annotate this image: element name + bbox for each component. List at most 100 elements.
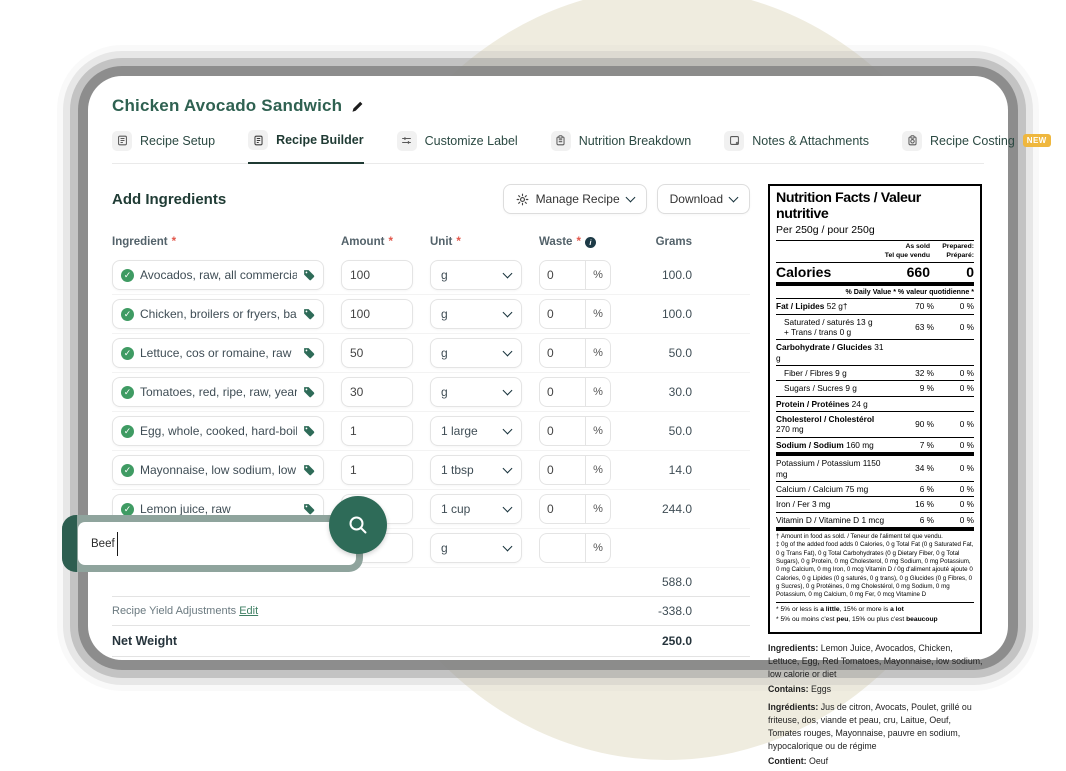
- waste-input[interactable]: [539, 494, 586, 524]
- search-button[interactable]: [329, 496, 387, 554]
- search-icon: [349, 516, 367, 534]
- amount-input[interactable]: [341, 299, 413, 329]
- vitamin-d-row: Vitamin D / Vitamine D 1 mcg 6 % 0 %: [776, 511, 974, 527]
- yield-value: -338.0: [657, 604, 692, 618]
- check-icon: ✓: [121, 463, 134, 477]
- unit-select[interactable]: g: [430, 377, 522, 407]
- ingredient-select[interactable]: ✓ Avocados, raw, all commercial v...: [112, 260, 324, 290]
- waste-input[interactable]: [539, 533, 586, 563]
- totals-section: 588.0 Recipe Yield Adjustments Edit -338…: [112, 568, 750, 657]
- waste-input[interactable]: [539, 260, 586, 290]
- check-icon: ✓: [121, 502, 134, 516]
- notes-attachments-icon: [724, 130, 745, 151]
- tab-bar: Recipe Setup Recipe Builder Customize La…: [112, 130, 1051, 164]
- label-serving: Per 250g / pour 250g: [776, 224, 974, 242]
- unit-select[interactable]: g: [430, 533, 522, 563]
- yield-label: Recipe Yield Adjustments: [112, 605, 237, 617]
- label-footnotes: † Amount in food as sold. / Teneur de l'…: [776, 526, 974, 602]
- net-weight-value: 250.0: [661, 634, 692, 648]
- unit-select[interactable]: g: [430, 299, 522, 329]
- waste-input[interactable]: [539, 377, 586, 407]
- waste-input[interactable]: [539, 416, 586, 446]
- amount-input[interactable]: [341, 260, 413, 290]
- tag-icon[interactable]: [303, 503, 315, 515]
- check-icon: ✓: [121, 424, 134, 438]
- amount-input[interactable]: [341, 338, 413, 368]
- sodium-row: Sodium / Sodium 160 mg 7 % 0 %: [776, 436, 974, 452]
- ingredient-row: ✓ Mayonnaise, low sodium, low ca... 1 tb…: [112, 451, 750, 490]
- ingredient-select[interactable]: ✓ Egg, whole, cooked, hard-boiled: [112, 416, 324, 446]
- tab-recipe-builder[interactable]: Recipe Builder: [248, 130, 364, 164]
- check-icon: ✓: [121, 268, 134, 282]
- check-icon: ✓: [121, 307, 134, 321]
- chevron-down-icon: [502, 346, 513, 357]
- total-grams-value: 588.0: [661, 575, 692, 589]
- search-input[interactable]: Beef: [78, 522, 356, 565]
- edit-yield-link[interactable]: Edit: [239, 605, 259, 617]
- percent-suffix: %: [586, 260, 611, 290]
- ingredient-row: ✓ Tomatoes, red, ripe, raw, year ro... g…: [112, 373, 750, 412]
- amount-input[interactable]: [341, 377, 413, 407]
- calories-row: Calories 660 0: [776, 264, 974, 281]
- tag-icon[interactable]: [303, 386, 315, 398]
- amount-input[interactable]: [341, 455, 413, 485]
- percent-suffix: %: [586, 299, 611, 329]
- chevron-down-icon: [728, 192, 739, 203]
- tag-icon[interactable]: [303, 308, 315, 320]
- carbohydrate-row: Carbohydrate / Glucides 31 g: [776, 339, 974, 365]
- header-ingredient: Ingredient *: [112, 236, 177, 248]
- overlay-left-cap: [62, 515, 77, 572]
- recipe-builder-icon: [248, 130, 269, 150]
- customize-label-icon: [396, 130, 417, 151]
- header-waste: Waste * i: [539, 236, 611, 248]
- unit-select[interactable]: 1 cup: [430, 494, 522, 524]
- edit-pencil-icon[interactable]: [351, 100, 364, 113]
- waste-info-icon[interactable]: i: [584, 236, 596, 248]
- unit-select[interactable]: g: [430, 260, 522, 290]
- recipe-setup-icon: [112, 130, 132, 151]
- unit-select[interactable]: 1 large: [430, 416, 522, 446]
- tab-notes-attachments[interactable]: Notes & Attachments: [724, 130, 869, 163]
- fiber-row: Fiber / Fibres 9 g 32 % 0 %: [776, 364, 974, 380]
- tab-recipe-setup[interactable]: Recipe Setup: [112, 130, 215, 163]
- tab-customize-label[interactable]: Customize Label: [396, 130, 518, 163]
- waste-input[interactable]: [539, 338, 586, 368]
- gear-icon: [516, 193, 528, 205]
- ingredient-select[interactable]: ✓ Chicken, broilers or fryers, back, ...: [112, 299, 324, 329]
- amount-input[interactable]: [341, 416, 413, 446]
- app-card: Chicken Avocado Sandwich Recipe Setup Re…: [88, 76, 1051, 766]
- tag-icon[interactable]: [303, 464, 315, 476]
- unit-select[interactable]: 1 tbsp: [430, 455, 522, 485]
- net-weight-row: Net Weight 250.0: [112, 625, 750, 657]
- net-weight-label: Net Weight: [112, 634, 178, 648]
- header-unit: Unit *: [430, 236, 461, 248]
- tag-icon[interactable]: [303, 269, 315, 281]
- ingredient-row: ✓ Lettuce, cos or romaine, raw g % 50.0: [112, 334, 750, 373]
- download-button[interactable]: Download: [656, 184, 750, 214]
- label-column-headers: As sold Tel que vendu Prepared: Préparé:: [776, 241, 974, 264]
- ingredient-select[interactable]: ✓ Lettuce, cos or romaine, raw: [112, 338, 324, 368]
- tab-nutrition-breakdown[interactable]: Nutrition Breakdown: [550, 130, 691, 163]
- unit-select[interactable]: g: [430, 338, 522, 368]
- recipe-title-row: Chicken Avocado Sandwich: [112, 96, 984, 116]
- ingredient-row: ✓ Avocados, raw, all commercial v... g %…: [112, 256, 750, 295]
- cholesterol-row: Cholesterol / Cholestérol 270 mg 90 % 0 %: [776, 411, 974, 437]
- tag-icon[interactable]: [303, 425, 315, 437]
- tag-icon[interactable]: [303, 347, 315, 359]
- percent-suffix: %: [586, 416, 611, 446]
- ingredient-select[interactable]: ✓ Mayonnaise, low sodium, low ca...: [112, 455, 324, 485]
- tab-recipe-costing[interactable]: Recipe Costing NEW: [902, 130, 1051, 163]
- nutrition-facts-label: Nutrition Facts / Valeur nutritive Per 2…: [768, 184, 982, 634]
- total-weight-row: 588.0: [112, 568, 750, 596]
- saturated-trans-row: Saturated / saturés 13 g + Trans / trans …: [776, 313, 974, 340]
- grams-value: 100.0: [661, 268, 692, 282]
- ingredient-select[interactable]: ✓ Tomatoes, red, ripe, raw, year ro...: [112, 377, 324, 407]
- percent-suffix: %: [586, 455, 611, 485]
- manage-recipe-button[interactable]: Manage Recipe: [502, 184, 647, 214]
- check-icon: ✓: [121, 385, 134, 399]
- header-grams: Grams: [655, 236, 692, 248]
- yield-adjustments-row: Recipe Yield Adjustments Edit -338.0: [112, 596, 750, 625]
- waste-input[interactable]: [539, 455, 586, 485]
- waste-input[interactable]: [539, 299, 586, 329]
- ingredient-search-overlay: Beef: [62, 515, 363, 572]
